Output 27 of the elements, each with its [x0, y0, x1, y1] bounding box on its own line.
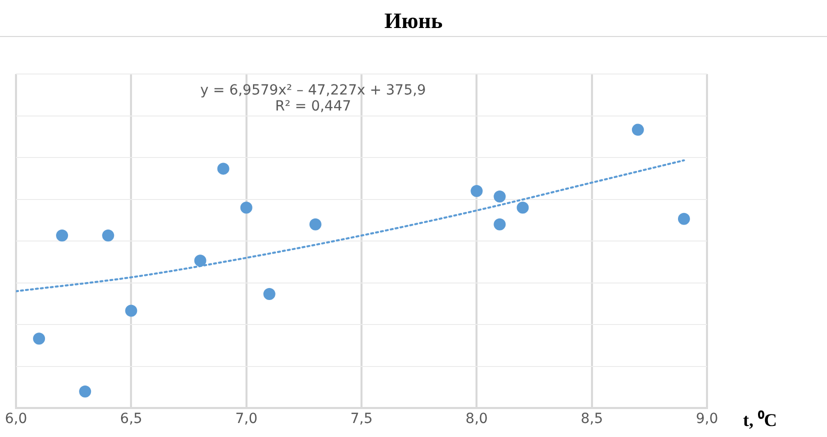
x-tick-label: 8,5: [580, 411, 603, 428]
text: R² = 0,447: [275, 98, 352, 115]
x-tick-label: 7,5: [350, 411, 373, 428]
point: [632, 124, 644, 136]
point: [516, 202, 529, 214]
text: y = 6,9579x² – 47,227x + 375,9: [200, 82, 426, 99]
point: [125, 304, 138, 317]
point: [102, 230, 114, 242]
point: [263, 288, 276, 300]
point: [240, 202, 252, 214]
point: [217, 162, 230, 175]
x-tick-label: 7,0: [235, 411, 258, 428]
point: [194, 254, 206, 267]
point: [79, 385, 92, 398]
point: [470, 184, 483, 197]
chart-title: Июнь: [383, 8, 444, 34]
point: [56, 230, 68, 242]
point: [33, 332, 46, 345]
x-axis-title: t, ⁰C: [743, 410, 777, 430]
point: [494, 190, 506, 203]
x-tick-label: 9,0: [696, 411, 718, 428]
point: [309, 218, 322, 230]
point: [678, 212, 690, 225]
x-tick-label: 8,0: [466, 411, 488, 428]
x-tick-label: 6,5: [120, 411, 142, 428]
point: [494, 218, 506, 230]
x-tick-label: 6,0: [4, 411, 28, 428]
